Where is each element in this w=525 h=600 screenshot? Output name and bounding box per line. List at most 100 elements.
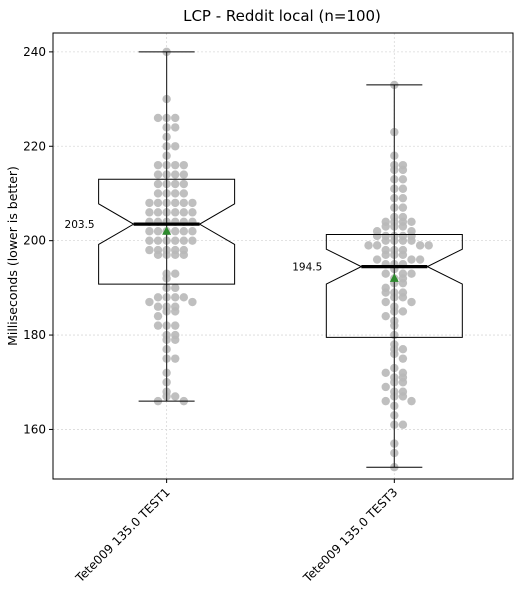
data-point bbox=[171, 236, 180, 245]
x-tick-label: Tete009 135.0 TEST3 bbox=[300, 485, 401, 586]
data-point bbox=[145, 236, 154, 245]
data-point bbox=[171, 179, 180, 189]
data-point bbox=[407, 396, 416, 406]
data-point bbox=[153, 293, 163, 302]
notched-box bbox=[98, 178, 236, 285]
data-point bbox=[381, 396, 390, 406]
y-axis: 160 180 200 220 240 bbox=[23, 45, 53, 436]
data-point bbox=[171, 227, 180, 236]
data-point bbox=[153, 236, 163, 245]
data-point bbox=[398, 293, 408, 302]
data-point bbox=[398, 250, 408, 260]
data-point bbox=[381, 382, 390, 392]
data-point bbox=[407, 255, 416, 264]
data-point bbox=[398, 378, 408, 387]
box-group-2: 194.5 bbox=[292, 80, 463, 472]
data-point bbox=[179, 198, 189, 208]
data-point bbox=[415, 255, 425, 264]
plot-frame bbox=[52, 32, 514, 480]
data-point bbox=[153, 198, 163, 208]
data-point bbox=[179, 227, 189, 236]
data-point bbox=[407, 297, 416, 307]
data-point bbox=[153, 250, 163, 260]
data-point bbox=[424, 241, 433, 250]
data-point bbox=[171, 123, 180, 132]
data-point bbox=[381, 250, 390, 260]
data-point bbox=[381, 311, 390, 321]
data-point bbox=[179, 179, 189, 189]
data-point bbox=[398, 203, 408, 212]
data-point bbox=[171, 208, 180, 217]
data-point bbox=[407, 269, 416, 278]
data-point bbox=[171, 198, 180, 208]
data-point bbox=[153, 302, 163, 311]
data-point bbox=[171, 354, 180, 363]
mean-marker bbox=[162, 226, 172, 235]
data-point bbox=[171, 335, 180, 344]
data-point bbox=[188, 227, 197, 236]
data-point bbox=[398, 392, 408, 401]
median-label: 203.5 bbox=[65, 219, 95, 231]
data-point bbox=[171, 170, 180, 179]
data-point bbox=[153, 170, 163, 179]
y-tick-label: 180 bbox=[23, 328, 46, 342]
x-tick-label: Tete009 135.0 TEST1 bbox=[72, 485, 173, 586]
data-point bbox=[381, 236, 390, 245]
data-point bbox=[364, 241, 373, 250]
data-point bbox=[381, 288, 390, 297]
y-tick-label: 160 bbox=[23, 422, 46, 436]
data-point bbox=[398, 345, 408, 354]
data-point bbox=[145, 198, 154, 208]
data-point bbox=[179, 236, 189, 245]
data-point bbox=[171, 250, 180, 260]
data-point bbox=[398, 193, 408, 203]
data-point bbox=[145, 297, 154, 307]
data-point bbox=[179, 250, 189, 260]
data-point bbox=[179, 160, 189, 170]
data-point bbox=[381, 222, 390, 231]
data-point bbox=[188, 297, 197, 307]
median-label: 194.5 bbox=[292, 262, 322, 274]
data-point bbox=[153, 189, 163, 198]
data-point bbox=[153, 311, 163, 321]
data-point bbox=[179, 189, 189, 198]
data-point bbox=[171, 142, 180, 151]
data-point bbox=[171, 293, 180, 302]
data-point bbox=[171, 392, 180, 401]
data-point bbox=[398, 278, 408, 288]
data-point bbox=[398, 165, 408, 175]
data-point bbox=[415, 241, 425, 250]
data-point bbox=[145, 208, 154, 217]
data-point bbox=[171, 321, 180, 330]
data-point bbox=[153, 179, 163, 189]
data-point bbox=[188, 208, 197, 217]
y-tick-label: 240 bbox=[23, 45, 46, 59]
notched-box bbox=[325, 234, 463, 338]
data-point bbox=[398, 175, 408, 184]
data-point bbox=[381, 297, 390, 307]
data-point bbox=[179, 208, 189, 217]
data-point bbox=[171, 189, 180, 198]
data-point bbox=[145, 245, 154, 255]
data-point bbox=[153, 160, 163, 170]
data-point bbox=[372, 255, 382, 264]
plot-area: 203.5 194.5 bbox=[65, 47, 463, 472]
y-tick-label: 220 bbox=[23, 139, 46, 153]
data-point bbox=[398, 222, 408, 231]
data-point bbox=[171, 307, 180, 316]
box-group-1: 203.5 bbox=[65, 47, 236, 406]
y-axis-label: Milliseconds (lower is better) bbox=[5, 166, 20, 346]
x-axis: Tete009 135.0 TEST1 Tete009 135.0 TEST3 bbox=[72, 479, 400, 586]
data-point bbox=[153, 227, 163, 236]
y-tick-label: 200 bbox=[23, 234, 46, 248]
data-point bbox=[171, 269, 180, 278]
data-point bbox=[398, 236, 408, 245]
data-point bbox=[153, 113, 163, 123]
data-point bbox=[179, 293, 189, 302]
data-point bbox=[153, 321, 163, 330]
data-point bbox=[372, 231, 382, 241]
data-point bbox=[407, 236, 416, 245]
data-point bbox=[145, 227, 154, 236]
data-point bbox=[398, 354, 408, 363]
